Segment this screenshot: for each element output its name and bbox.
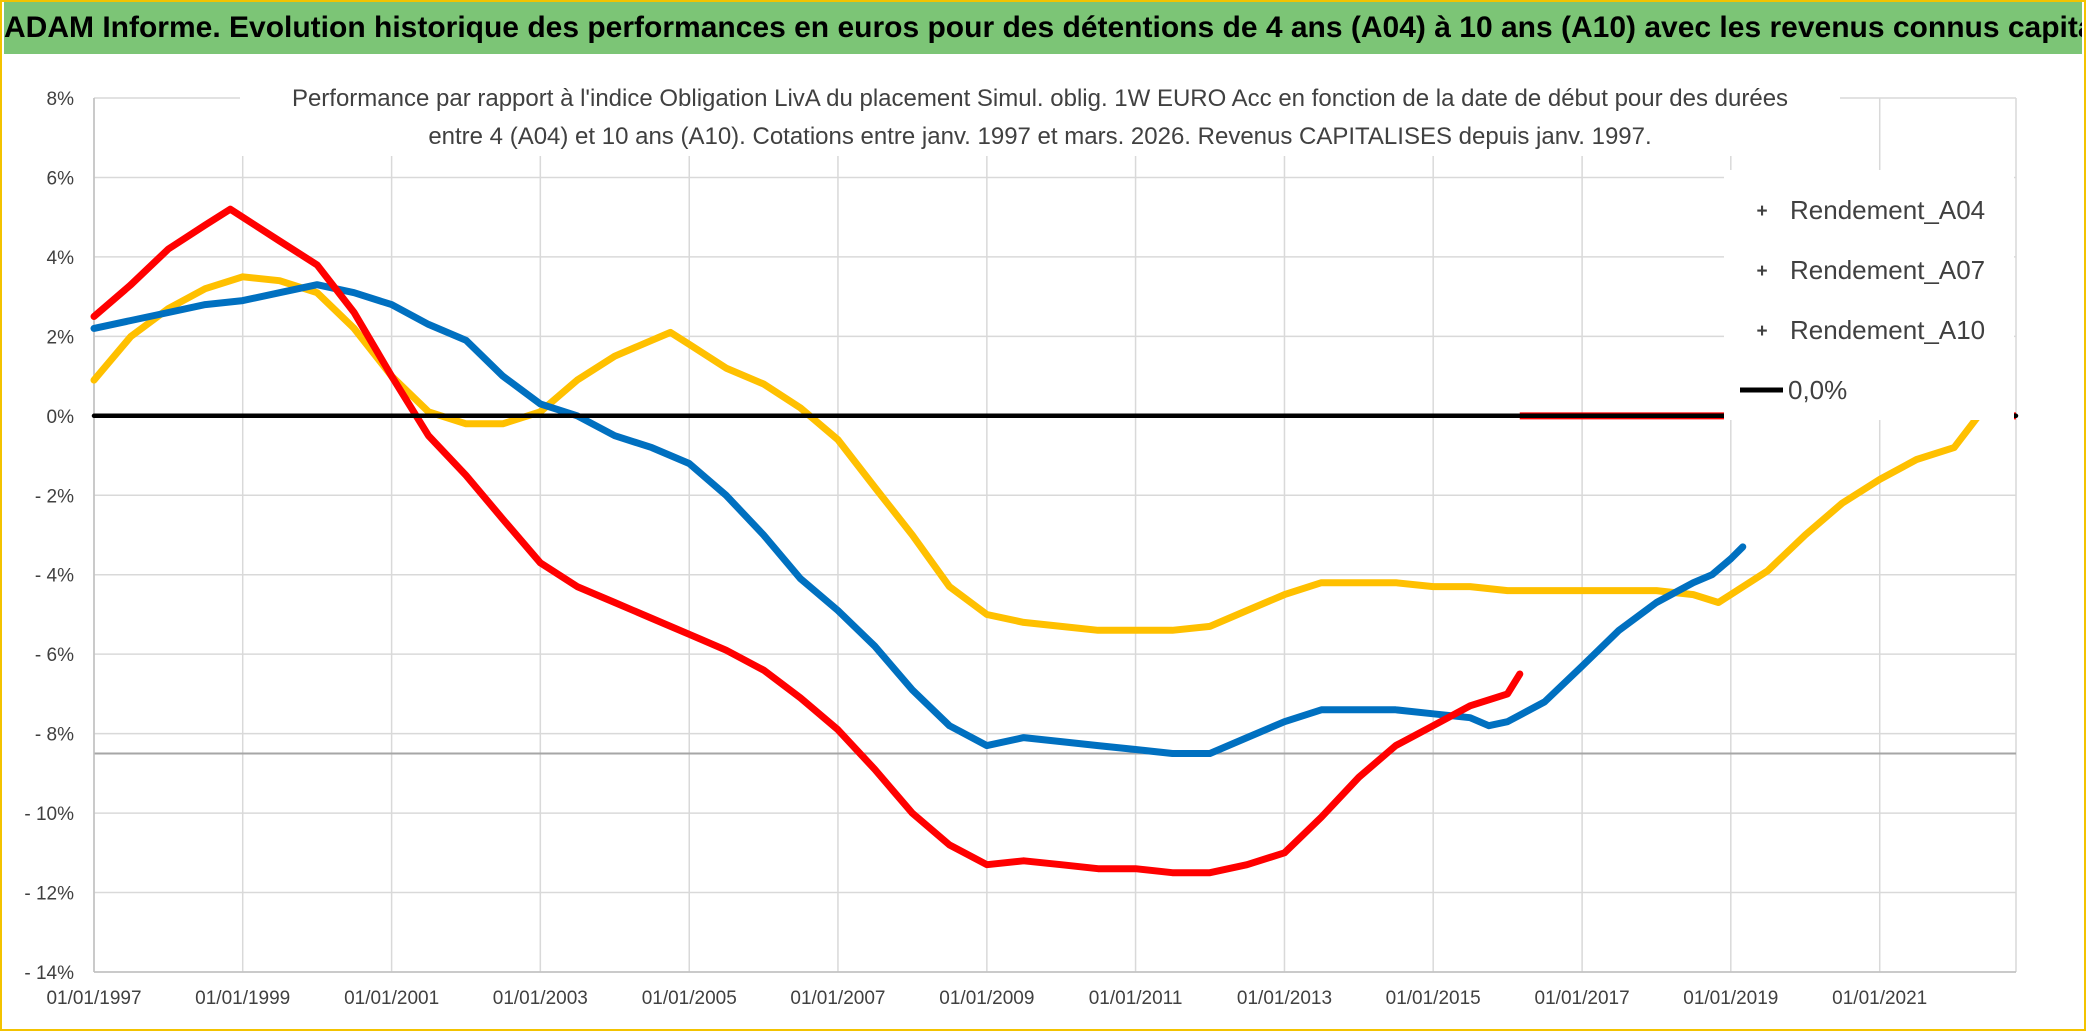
x-tick-label: 01/01/1997 (46, 988, 141, 1009)
legend-label: Rendement_A07 (1790, 255, 1985, 285)
x-tick-label: 01/01/2011 (1089, 988, 1183, 1009)
x-axis-tick-labels: 01/01/1997 01/01/1999 01/01/2001 01/01/2003… (46, 988, 1927, 1009)
y-tick-label: 2% (47, 327, 75, 348)
y-tick-label: - 14% (24, 963, 74, 984)
x-tick-label: 01/01/2013 (1237, 988, 1332, 1009)
legend-marker: + (1756, 201, 1767, 222)
y-tick-label: 8% (47, 89, 75, 110)
legend-label: 0,0% (1788, 375, 1847, 405)
chart-legend: + Rendement_A04 + Rendement_A07 + Rendement_A… (1724, 170, 2014, 420)
chart-subtitle-line-1: Performance par rapport à l'indice Oblig… (292, 85, 1788, 112)
y-tick-label: - 4% (35, 566, 74, 587)
y-axis-tick-labels: 8% 6% 4% 2% 0% - 2% - 4% - 6% - 8% - 10% - 12% - 14… (24, 89, 74, 984)
x-tick-label: 01/01/2005 (642, 988, 737, 1009)
x-tick-label: 01/01/2001 (344, 988, 439, 1009)
legend-label: Rendement_A04 (1790, 195, 1985, 225)
chart-subtitle-line-2: entre 4 (A04) et 10 ans (A10). Cotations… (428, 123, 1651, 150)
data-series (90, 205, 2019, 877)
y-tick-label: - 8% (35, 725, 74, 746)
x-tick-label: 01/01/2007 (790, 988, 885, 1009)
x-tick-label: 01/01/2017 (1535, 988, 1630, 1009)
y-tick-label: 0% (47, 407, 75, 428)
series-rendement-a04-line (90, 273, 1982, 634)
x-tick-label: 01/01/2009 (939, 988, 1034, 1009)
x-tick-label: 01/01/2019 (1683, 988, 1778, 1009)
x-tick-label: 01/01/2021 (1832, 988, 1927, 1009)
x-tick-label: 01/01/2003 (493, 988, 588, 1009)
x-tick-label: 01/01/2015 (1386, 988, 1481, 1009)
y-tick-label: - 2% (35, 486, 74, 507)
axes (93, 98, 2016, 973)
x-tick-label: 01/01/1999 (195, 988, 290, 1009)
subtitle-background (240, 80, 1840, 156)
legend-background (1724, 170, 2014, 420)
legend-label: Rendement_A10 (1790, 315, 1985, 345)
chart-subtitle-group: Performance par rapport à l'indice Oblig… (240, 80, 1840, 156)
y-tick-label: 4% (47, 248, 75, 269)
legend-marker: + (1756, 261, 1767, 282)
y-tick-label: - 6% (35, 645, 74, 666)
y-tick-label: - 12% (24, 884, 74, 905)
series-rendement-a07-line (90, 281, 1747, 757)
y-tick-label: 6% (47, 168, 75, 189)
legend-marker: + (1756, 321, 1767, 342)
y-tick-label: - 10% (24, 804, 74, 825)
report-banner-title: ADAM Informe. Evolution historique des p… (4, 2, 2082, 54)
series-rendement-a10-line (90, 205, 1524, 877)
